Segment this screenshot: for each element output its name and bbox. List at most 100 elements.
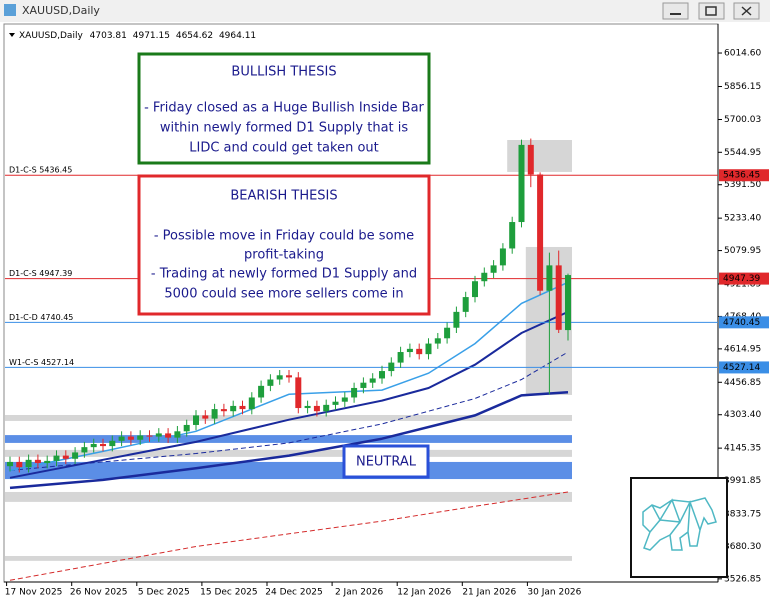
candle-body: [351, 387, 358, 398]
candle-body: [555, 265, 562, 330]
bear-outline: [642, 497, 717, 551]
y-tick-label: 3680.30: [724, 542, 761, 552]
candle-body: [230, 405, 237, 412]
level-label: D1-C-S 5436.45: [9, 166, 72, 175]
candle-body: [109, 440, 116, 447]
bearish-line: 5000 could see more sellers come in: [164, 287, 403, 302]
y-tick-label: 4456.85: [724, 378, 761, 388]
candle-body: [453, 311, 460, 328]
candle-body: [100, 443, 106, 447]
zone: [5, 461, 572, 480]
window-title: XAUUSD,Daily: [22, 4, 100, 17]
candle-body: [369, 378, 376, 383]
candle-body: [211, 409, 218, 419]
logo-frame: [630, 477, 728, 578]
bearish-line: - Trading at newly formed D1 Supply and: [151, 267, 417, 282]
y-tick-label: 5856.15: [724, 82, 761, 92]
level-tag-label: 5436.45: [723, 171, 760, 181]
level-tag: [719, 361, 769, 374]
x-tick-label: 12 Jan 2026: [397, 588, 451, 598]
zone: [5, 449, 572, 457]
zone: [5, 415, 572, 421]
level-tag-label: 4947.39: [723, 274, 760, 284]
y-tick-label: 3833.75: [724, 509, 761, 519]
y-tick-label: 5079.95: [724, 246, 761, 256]
candle-body: [509, 222, 516, 249]
candle-body: [127, 436, 134, 440]
candle-body: [546, 265, 553, 291]
x-tick-label: 30 Jan 2026: [527, 588, 581, 598]
candle-body: [146, 435, 153, 437]
candle-body: [286, 375, 292, 378]
candle-body: [25, 459, 32, 468]
candle-body: [341, 397, 348, 402]
y-tick-label: 6014.60: [724, 49, 761, 59]
y-tick-label: 4614.95: [724, 344, 761, 354]
bullish-border: [137, 52, 431, 165]
title-bar: [0, 0, 770, 22]
moving-average: [9, 390, 569, 490]
moving-average: [9, 351, 569, 471]
level-tag-label: 4527.14: [723, 363, 760, 373]
close-icon: [741, 6, 752, 16]
header-high: 4971.15: [133, 31, 170, 41]
candle-body: [434, 338, 441, 344]
candle-body: [34, 459, 41, 463]
candle-body: [53, 455, 60, 461]
candle-body: [220, 409, 227, 412]
restore-button[interactable]: [698, 2, 725, 20]
level-tag-label: 4740.45: [723, 318, 760, 328]
bearish-line: - Possible move in Friday could be some: [154, 229, 414, 244]
candle-body: [388, 362, 395, 372]
candle-body: [16, 461, 23, 468]
candle-body: [174, 431, 181, 438]
header-info: XAUUSD,Daily 4703.81 4971.15 4654.62 496…: [19, 31, 256, 41]
zone: [507, 140, 572, 172]
bearish-box: BEARISH THESIS - Possible move in Friday…: [137, 174, 431, 316]
candle-body: [518, 144, 525, 223]
bullish-line: - Friday closed as a Huge Bullish Inside…: [144, 101, 424, 116]
candle-body: [490, 265, 497, 273]
x-tick-label: 15 Dec 2025: [200, 588, 258, 598]
y-tick-label: 5233.40: [724, 214, 761, 224]
bullish-title: BULLISH THESIS: [231, 65, 336, 80]
candle-body: [397, 352, 404, 363]
x-tick-label: 24 Dec 2025: [265, 588, 323, 598]
window-buttons[interactable]: [662, 2, 760, 20]
candle-body: [72, 452, 79, 459]
level-label: W1-C-S 4527.14: [9, 358, 74, 367]
header-low: 4654.62: [176, 31, 213, 41]
candle-body: [425, 343, 432, 355]
candle-body: [379, 371, 385, 379]
y-tick-label: 4303.40: [724, 410, 761, 420]
candle-body: [527, 144, 534, 175]
zone: [5, 491, 572, 502]
candle-body: [248, 397, 255, 410]
candle-body: [202, 415, 209, 419]
candle-body: [62, 455, 69, 459]
candle-body: [565, 275, 571, 331]
y-tick-label: 5391.50: [724, 180, 761, 190]
minimize-button[interactable]: [662, 2, 689, 20]
candle-body: [137, 435, 144, 440]
header-arrow: [9, 33, 15, 37]
level-label: D1-C-D 4740.45: [9, 313, 73, 322]
candle-body: [295, 377, 302, 409]
candle-body: [90, 443, 97, 448]
candle-body: [118, 436, 125, 441]
candle-body: [360, 382, 367, 388]
y-tick-label: 3991.85: [724, 476, 761, 486]
candle-body: [472, 281, 478, 298]
neutral-border: [342, 444, 430, 479]
app-icon: [4, 4, 16, 16]
candle-body: [499, 248, 506, 266]
candle-body: [155, 433, 162, 437]
candle-body: [444, 327, 451, 339]
bearish-line: profit-taking: [244, 248, 324, 263]
level-tag: [719, 169, 769, 182]
candle-body: [258, 385, 265, 398]
x-tick-label: 5 Dec 2025: [138, 588, 190, 598]
candle-body: [323, 404, 330, 412]
restore-icon: [705, 6, 717, 16]
y-tick-label: 3526.85: [724, 574, 761, 584]
